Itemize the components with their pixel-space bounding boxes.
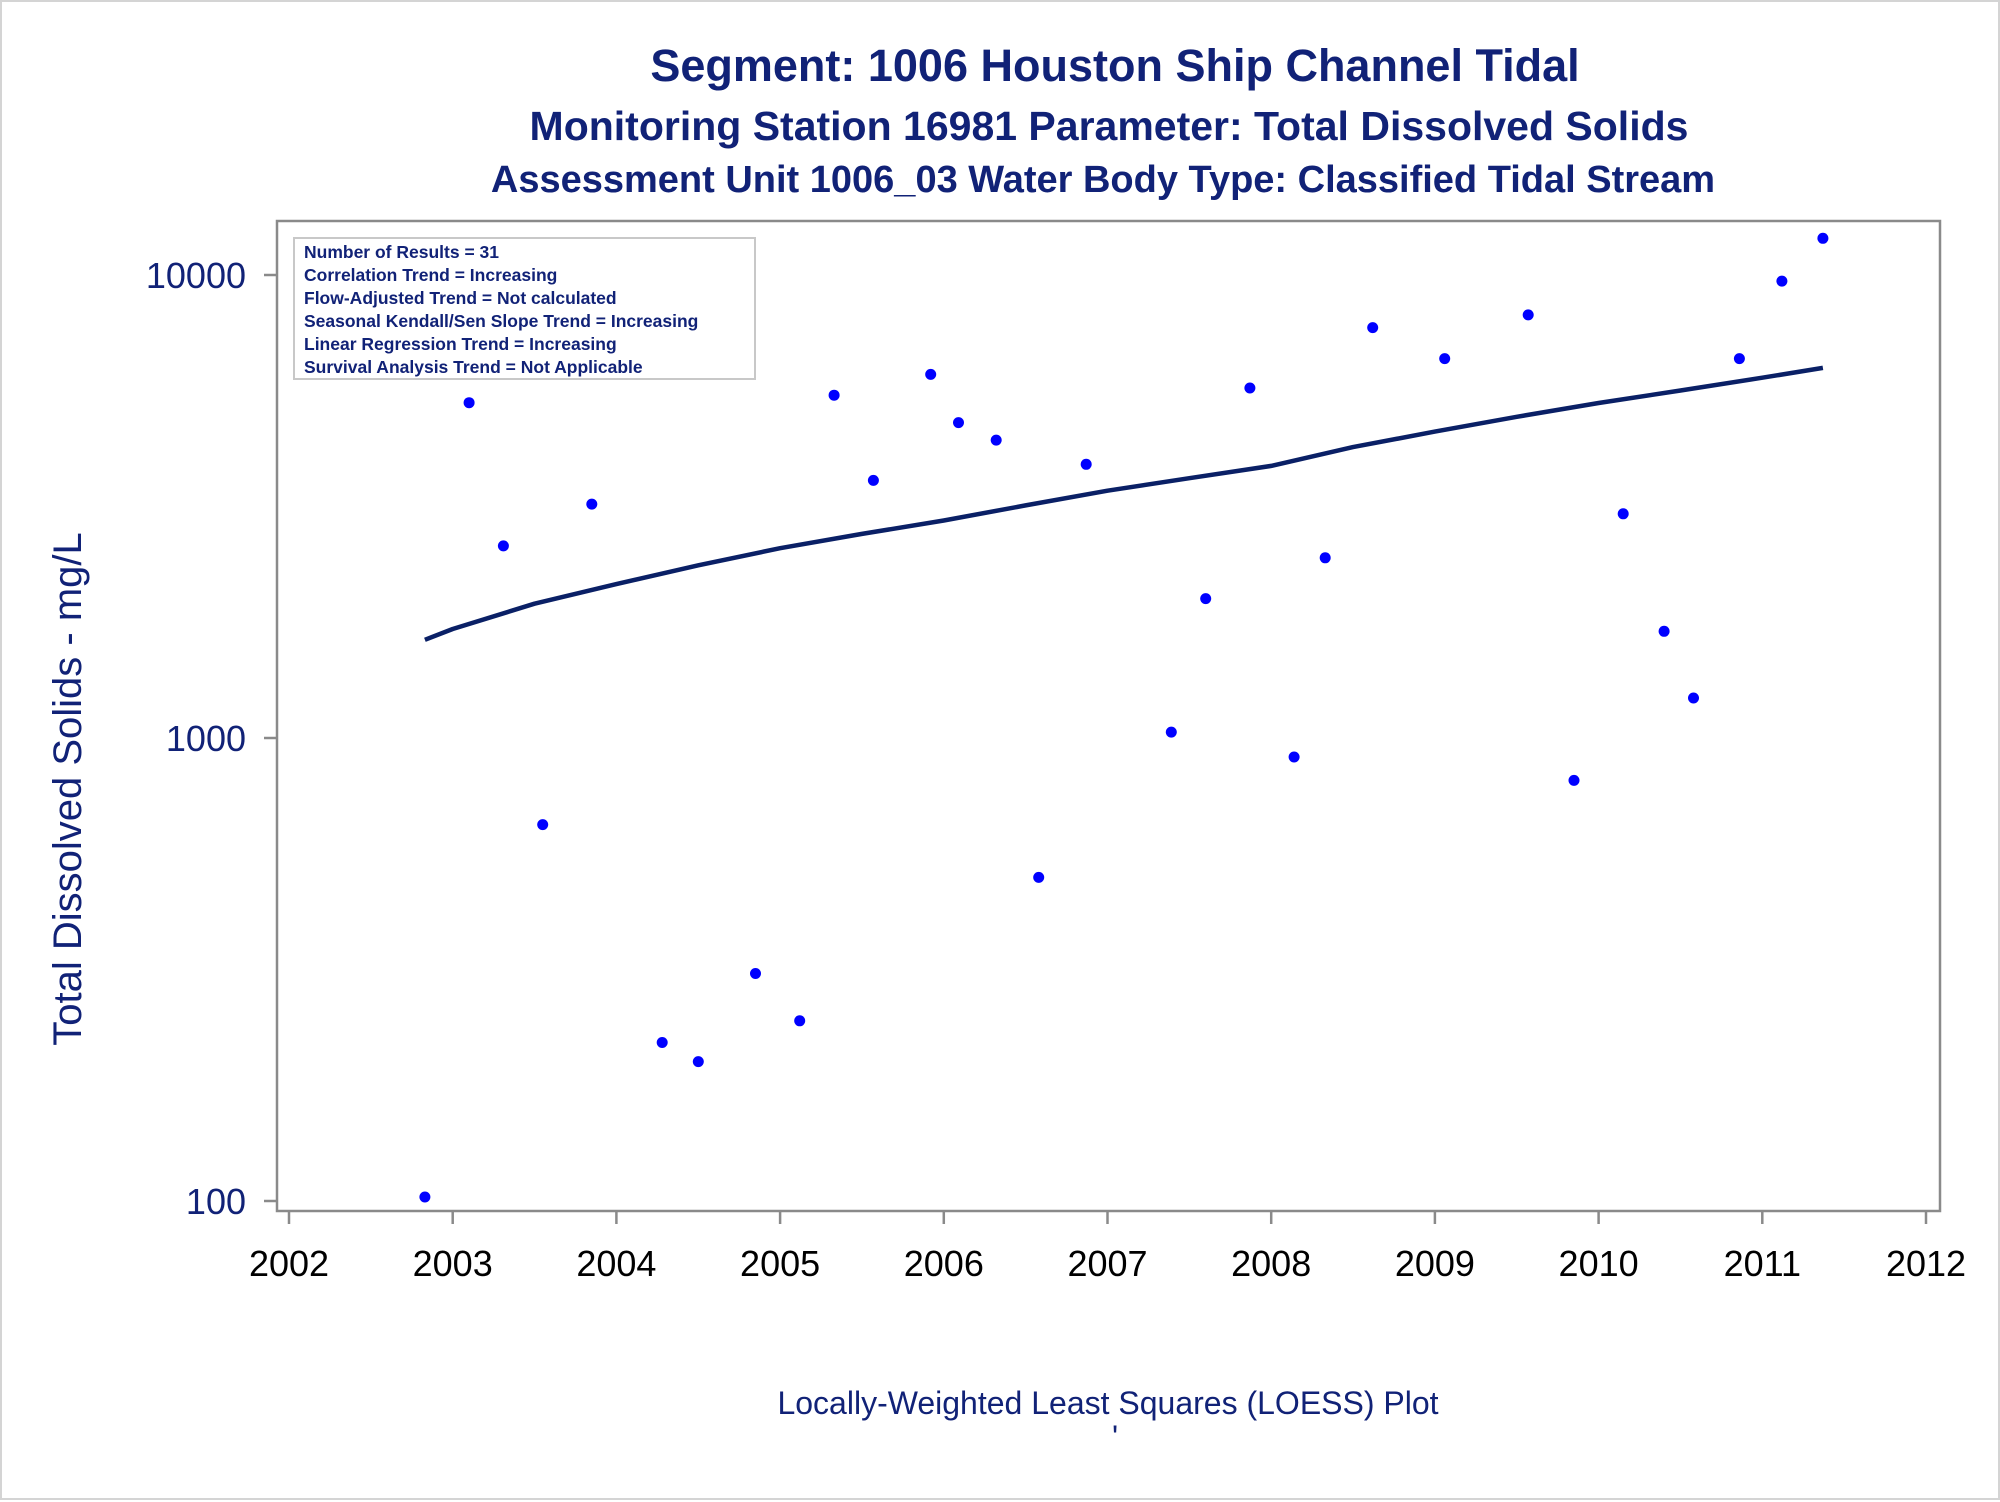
plot-caption: Locally-Weighted Least Squares (LOESS) P… (777, 1385, 1438, 1421)
y-axis-title: Total Dissolved Solids - mg/L (46, 532, 90, 1046)
data-point (419, 1191, 431, 1203)
x-tick-label: 2002 (249, 1243, 329, 1284)
data-point (497, 540, 509, 552)
data-point (1688, 692, 1699, 704)
data-point (537, 819, 549, 831)
data-point (1165, 726, 1177, 738)
stats-line-survival: Survival Analysis Trend = Not Applicable (304, 357, 643, 377)
stats-line-results: Number of Results = 31 (304, 242, 499, 262)
data-point (828, 389, 840, 401)
chart-subtitle: Monitoring Station 16981 Parameter: Tota… (530, 103, 1689, 149)
x-tick-label: 2005 (740, 1243, 820, 1284)
x-tick-label: 2011 (1724, 1243, 1801, 1284)
data-point (750, 968, 761, 979)
x-tick-label: 2004 (576, 1243, 656, 1284)
stats-line-regression: Linear Regression Trend = Increasing (304, 334, 617, 354)
data-point (1319, 552, 1331, 564)
data-point (1776, 275, 1788, 287)
x-tick-label: 2003 (413, 1243, 493, 1284)
stats-legend-box (293, 237, 756, 380)
y-tick-label: 100 (186, 1181, 246, 1222)
stats-line-correlation: Correlation Trend = Increasing (304, 265, 557, 285)
data-point (1080, 458, 1092, 470)
data-point (1522, 309, 1534, 321)
data-point (656, 1037, 668, 1048)
stats-line-kendall: Seasonal Kendall/Sen Slope Trend = Incre… (304, 311, 698, 331)
data-point (925, 368, 937, 380)
x-tick-label: 2012 (1886, 1243, 1966, 1284)
points-layer (419, 232, 1829, 1203)
x-tick-label: 2006 (904, 1243, 984, 1284)
data-point (1439, 353, 1451, 365)
stats-legend: Number of Results = 31 Correlation Trend… (293, 237, 756, 380)
data-point (990, 434, 1002, 446)
data-point (867, 474, 879, 486)
plot-footnote: ' (1112, 1419, 1118, 1455)
loess-layer (424, 365, 1824, 642)
data-point (1617, 508, 1629, 520)
chart-title: Segment: 1006 Houston Ship Channel Tidal (650, 40, 1579, 91)
data-point (1658, 625, 1670, 637)
data-point (1367, 322, 1379, 334)
y-axis: 100 1000 10000 (146, 255, 277, 1222)
loess-line (424, 365, 1824, 642)
data-point (953, 417, 964, 429)
stats-line-flow: Flow-Adjusted Trend = Not calculated (304, 288, 617, 308)
data-point (1733, 353, 1745, 365)
data-point (1244, 382, 1256, 394)
y-tick-label: 10000 (146, 255, 246, 296)
data-point (794, 1015, 806, 1027)
x-axis: 2002 2003 2004 2005 2006 2007 2008 2009 2010 2011… (249, 1211, 1966, 1284)
data-point (1200, 593, 1212, 605)
chart-subtitle-2: Assessment Unit 1006_03 Water Body Type:… (491, 159, 1715, 201)
data-point (586, 498, 598, 510)
data-point (1033, 871, 1045, 883)
y-tick-label: 1000 (166, 718, 246, 759)
x-tick-label: 2009 (1395, 1243, 1475, 1284)
x-tick-label: 2007 (1067, 1243, 1147, 1284)
x-tick-label: 2010 (1559, 1243, 1639, 1284)
data-point (1568, 774, 1580, 786)
data-point (692, 1056, 704, 1068)
data-point (463, 397, 475, 409)
data-point (1817, 232, 1829, 244)
data-point (1288, 751, 1300, 763)
x-tick-label: 2008 (1231, 1243, 1311, 1284)
